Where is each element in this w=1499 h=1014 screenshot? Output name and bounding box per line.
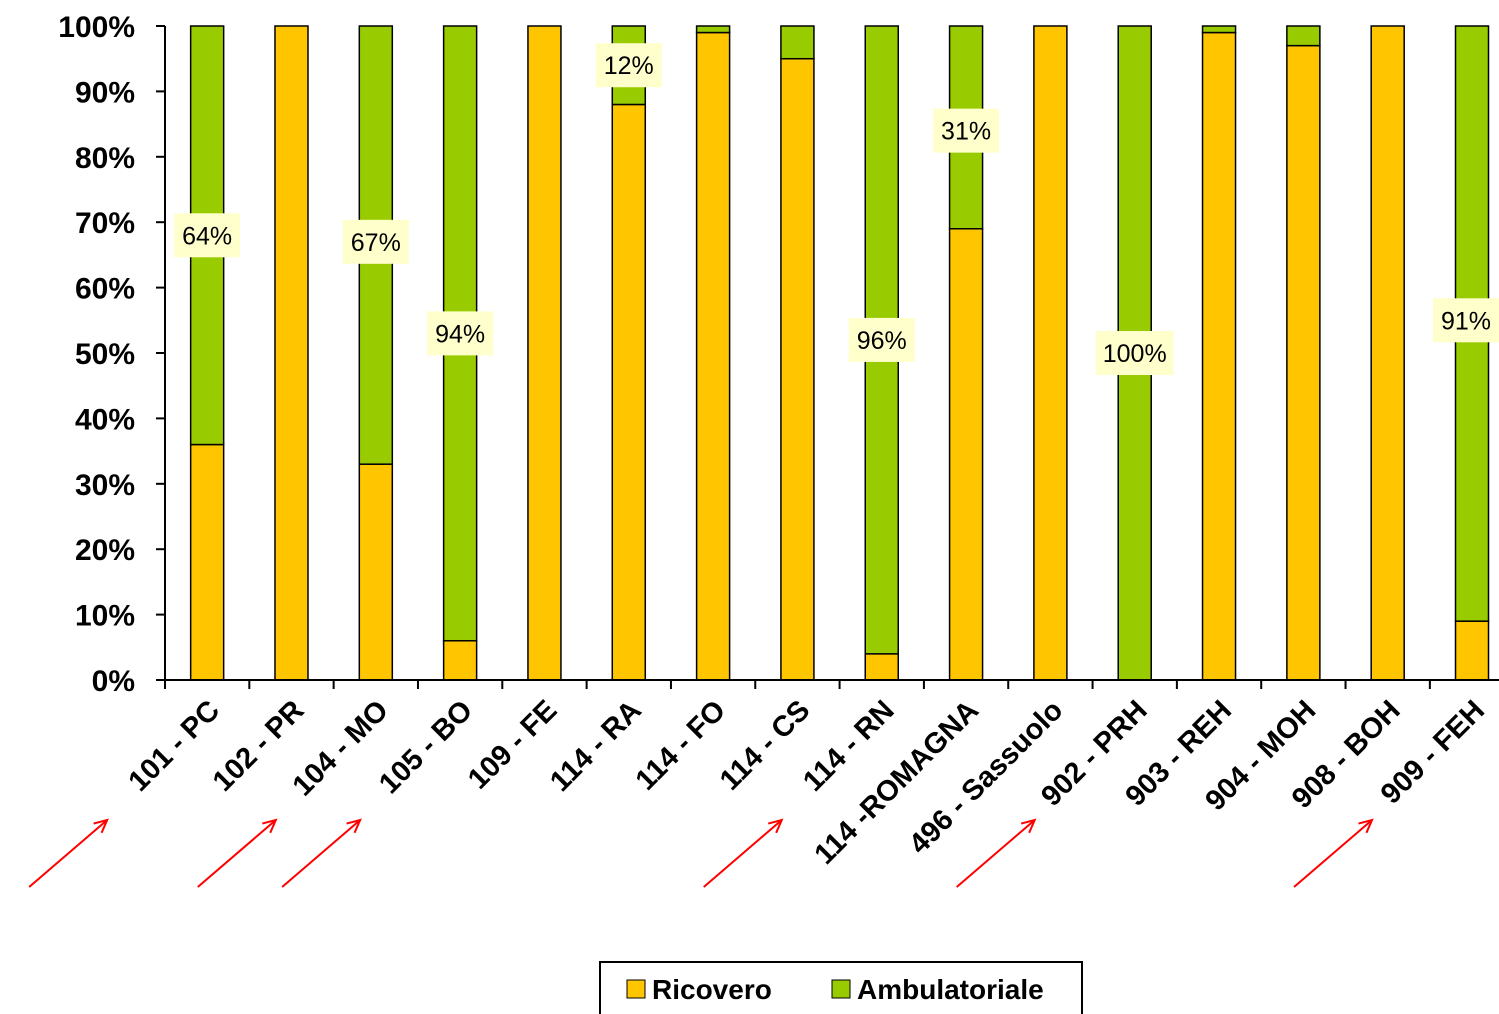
bar-segment-ambulatoriale bbox=[695, 25, 731, 34]
y-tick-label: 40% bbox=[75, 403, 135, 436]
x-tick-label: 105 - BO bbox=[373, 694, 479, 800]
bar-segment-ricovero bbox=[274, 25, 309, 681]
bar-segment-ricovero bbox=[442, 640, 478, 681]
bar-segment-ricovero bbox=[1454, 620, 1490, 681]
y-tick-label: 10% bbox=[75, 600, 135, 633]
x-tick-label: 114 - CS bbox=[714, 694, 816, 796]
bar-segment-ricovero bbox=[611, 103, 647, 681]
bar-segment-ricovero bbox=[358, 463, 394, 681]
data-label-box bbox=[595, 43, 662, 88]
highlight-arrow-head bbox=[346, 818, 362, 834]
y-tick-label: 80% bbox=[75, 142, 135, 175]
legend-swatch-ambulatoriale bbox=[831, 979, 851, 999]
highlight-arrow-head bbox=[1358, 818, 1374, 834]
y-tick-label: 100% bbox=[58, 11, 135, 44]
data-label: 96% bbox=[857, 327, 907, 355]
y-tick-label: 70% bbox=[75, 207, 135, 240]
bar-segment-ricovero bbox=[948, 227, 984, 681]
bar-segment-ricovero bbox=[1370, 25, 1405, 681]
bar-segment-ricovero bbox=[780, 57, 815, 681]
x-tick-label: 496 - Sassuolo bbox=[903, 694, 1069, 860]
data-label-box bbox=[174, 213, 241, 258]
highlight-arrows bbox=[28, 818, 1374, 888]
highlight-arrow-line bbox=[28, 819, 108, 888]
y-tick-label: 60% bbox=[75, 273, 135, 306]
highlight-arrow-line bbox=[703, 819, 783, 888]
y-tick-label: 50% bbox=[75, 338, 135, 371]
data-label-box bbox=[427, 311, 494, 356]
highlight-arrow-line bbox=[956, 819, 1036, 888]
highlight-arrow-line bbox=[281, 819, 361, 888]
data-label: 64% bbox=[182, 222, 232, 250]
x-tick-label: 114 - RA bbox=[544, 694, 648, 798]
bar-segment-ricovero bbox=[1201, 31, 1237, 681]
y-tick-label: 30% bbox=[75, 469, 135, 502]
data-label: 91% bbox=[1441, 307, 1491, 335]
legend: Ricovero Ambulatoriale bbox=[599, 961, 1083, 1014]
x-tick-label: 101 - PC bbox=[123, 694, 227, 798]
data-label: 12% bbox=[604, 52, 654, 80]
data-label-box bbox=[342, 219, 409, 264]
bar-segment-ricovero bbox=[864, 653, 900, 681]
bar-segment-ambulatoriale bbox=[1201, 25, 1237, 34]
highlight-arrow-head bbox=[767, 818, 784, 834]
bar-segment-ricovero bbox=[189, 443, 225, 681]
legend-label-ambulatoriale: Ambulatoriale bbox=[857, 974, 1044, 1005]
highlight-arrow-line bbox=[197, 819, 277, 888]
y-tick-label: 0% bbox=[92, 665, 135, 698]
highlight-arrow-head bbox=[1020, 818, 1037, 834]
data-label: 100% bbox=[1103, 340, 1167, 368]
x-tick-label: 114 - FO bbox=[630, 694, 732, 796]
bar-segment-ricovero bbox=[527, 25, 562, 681]
data-label-box bbox=[933, 108, 1000, 153]
highlight-arrow-head bbox=[262, 818, 278, 834]
data-label: 31% bbox=[941, 118, 991, 146]
data-labels: 64% 67% 94% 12% 96% 31% 100% 91% bbox=[174, 43, 1499, 375]
legend-label-ricovero: Ricovero bbox=[652, 974, 772, 1005]
data-label: 67% bbox=[351, 229, 401, 257]
y-axis: 0% 10% 20% 30% 40% 50% 60% 70% 80% 90% 100% bbox=[58, 11, 166, 698]
y-tick-label: 90% bbox=[75, 76, 135, 109]
bar-segment-ricovero bbox=[695, 31, 731, 681]
data-label-box bbox=[1095, 331, 1174, 375]
highlight-arrow-line bbox=[1293, 819, 1373, 888]
legend-swatch-ricovero bbox=[626, 979, 646, 999]
y-tick-label: 20% bbox=[75, 534, 135, 567]
data-label-box bbox=[1433, 298, 1499, 343]
bar-segment-ricovero bbox=[1033, 25, 1068, 681]
bar-segment-ricovero bbox=[1286, 44, 1321, 681]
bar-segment-ambulatoriale bbox=[780, 25, 815, 60]
data-label-box bbox=[848, 317, 915, 362]
data-label: 94% bbox=[435, 320, 485, 348]
bars bbox=[189, 25, 1490, 681]
highlight-arrow-head bbox=[93, 818, 109, 834]
bar-segment-ambulatoriale bbox=[1286, 25, 1321, 47]
